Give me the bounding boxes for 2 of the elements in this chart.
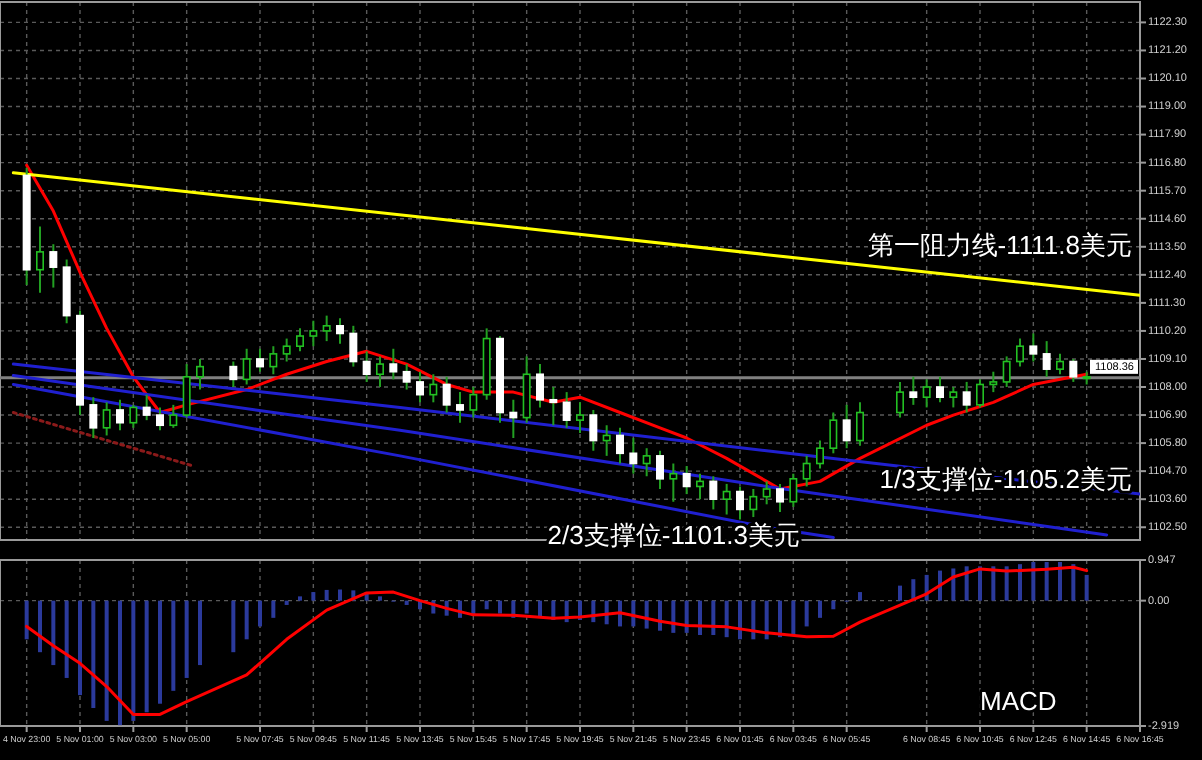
annotation: MACD [980, 686, 1057, 716]
annotation: 第一阻力线-1111.8美元 [867, 230, 1132, 260]
